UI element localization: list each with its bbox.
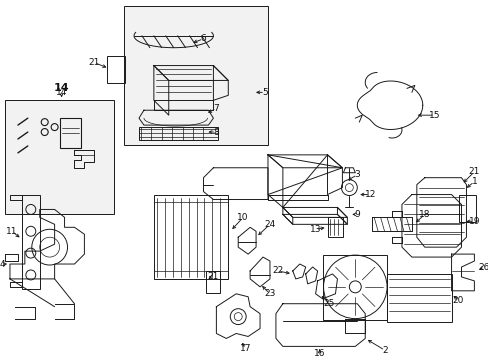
Text: 24: 24 [264,220,275,229]
Text: 21: 21 [207,273,219,282]
Bar [107,56,125,84]
Text: 19: 19 [468,217,479,226]
Text: 14: 14 [56,88,67,97]
Text: 22: 22 [272,266,283,275]
Text: 3: 3 [354,170,360,179]
Bar [458,194,475,222]
Bar [206,271,220,293]
Text: 21: 21 [468,167,479,176]
Bar [139,127,218,140]
Text: 11: 11 [6,227,18,236]
Bar [322,255,386,320]
Text: 16: 16 [313,349,325,358]
Bar [386,274,450,321]
Text: 6: 6 [200,34,206,43]
Bar [154,194,228,279]
Bar [327,217,343,237]
Text: 26: 26 [478,262,488,271]
Bar [5,100,114,215]
Text: 1: 1 [470,177,476,186]
Text: 2: 2 [382,346,387,355]
Bar [60,118,81,148]
Text: 14: 14 [54,84,69,93]
Text: 5: 5 [262,88,267,97]
Text: 12: 12 [364,190,375,199]
Bar [124,6,267,145]
Text: 7: 7 [213,104,219,113]
Text: 8: 8 [213,127,219,136]
Text: 15: 15 [428,111,440,120]
Text: 23: 23 [264,289,275,298]
Text: 20: 20 [452,296,463,305]
Text: 13: 13 [309,225,321,234]
Text: 9: 9 [354,210,360,219]
Text: 10: 10 [237,213,248,222]
Text: 25: 25 [323,299,334,308]
Text: 4: 4 [0,260,5,269]
Bar [22,194,40,289]
Text: 18: 18 [418,210,429,219]
Text: 17: 17 [240,344,251,353]
Text: 21: 21 [88,58,100,67]
